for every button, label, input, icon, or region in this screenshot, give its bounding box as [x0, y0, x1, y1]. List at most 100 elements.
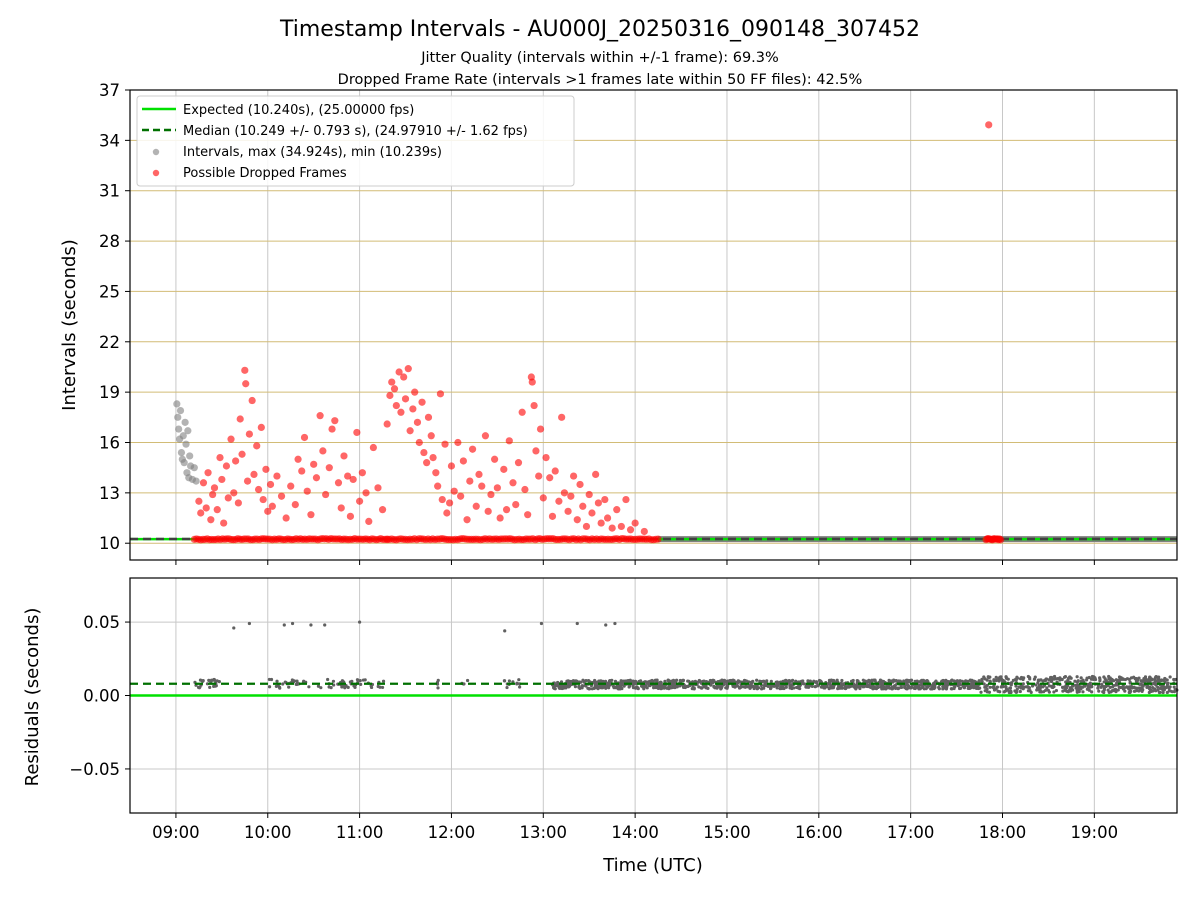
- residual-point: [1133, 677, 1137, 681]
- residual-point: [1117, 675, 1122, 679]
- residual-point: [1068, 686, 1072, 690]
- residual-point: [1135, 686, 1139, 690]
- interval-point: [175, 425, 183, 433]
- residual-point: [830, 679, 834, 683]
- residual-point: [937, 685, 941, 690]
- dropped-frame-point: [349, 475, 357, 484]
- residual-point: [766, 684, 770, 688]
- top-ytick-label-0: 10: [99, 534, 120, 553]
- dropped-frame-point: [454, 438, 462, 447]
- residual-point: [1076, 679, 1080, 683]
- dropped-frame-point: [331, 417, 339, 425]
- top-y-axis-label: Intervals (seconds): [59, 239, 80, 411]
- residual-point: [945, 680, 949, 684]
- residual-point: [1127, 690, 1131, 695]
- residual-point: [552, 684, 556, 689]
- residual-point: [380, 685, 385, 690]
- residual-point: [197, 686, 202, 690]
- residual-point: [1108, 676, 1112, 680]
- residual-point: [353, 685, 357, 689]
- interval-point: [173, 400, 181, 408]
- residual-point: [1074, 686, 1078, 690]
- residual-point: [1052, 690, 1056, 694]
- residual-point: [739, 685, 743, 689]
- top-x-ticks: [175, 560, 1095, 565]
- dropped-frame-point: [254, 485, 263, 494]
- residual-point: [358, 678, 362, 683]
- residual-point: [1156, 685, 1160, 689]
- residual-point: [843, 686, 848, 691]
- residual-point: [658, 680, 662, 685]
- residual-point: [716, 679, 720, 684]
- dropped-frame-point: [245, 430, 253, 438]
- top-grid: [130, 89, 1177, 560]
- dropped-frame-point: [509, 479, 517, 487]
- residual-point: [1081, 685, 1085, 689]
- residual-point: [207, 678, 211, 682]
- bottom-xtick-label-10: 19:00: [1071, 823, 1119, 842]
- residual-point: [1104, 679, 1108, 683]
- dropped-frame-point: [521, 485, 529, 494]
- top-plot-frame: [129, 89, 1178, 561]
- legend-intervals-swatch: [152, 148, 160, 156]
- residual-point: [592, 686, 596, 690]
- residual-point: [1026, 674, 1030, 679]
- dropped-frame-point: [356, 497, 364, 505]
- dropped-frame-point: [500, 465, 508, 473]
- legend-intervals-label: Intervals, max (34.924s), min (10.239s): [183, 145, 442, 160]
- residual-point: [1139, 679, 1143, 683]
- dropped-frame-point: [307, 511, 315, 519]
- residual-point: [994, 678, 998, 683]
- residual-point: [567, 679, 571, 683]
- residual-point: [381, 679, 386, 683]
- residual-point: [1102, 675, 1106, 679]
- residual-point: [316, 684, 321, 688]
- dropped-frame-point: [300, 433, 309, 442]
- residual-point: [952, 684, 957, 688]
- residual-point: [671, 683, 675, 687]
- residual-point: [986, 675, 990, 679]
- residual-point: [575, 621, 579, 626]
- residual-point: [1168, 675, 1172, 679]
- dropped-frame-point: [457, 492, 465, 500]
- residual-point: [555, 683, 559, 687]
- residual-point: [1077, 687, 1081, 691]
- residual-point: [769, 679, 773, 683]
- residual-point: [893, 686, 898, 691]
- interval-point: [177, 448, 186, 457]
- dropped-frame-point: [291, 501, 299, 509]
- residual-point: [610, 678, 614, 682]
- residual-point: [561, 686, 566, 690]
- dropped-frame-point: [463, 516, 471, 524]
- dropped-frame-point: [195, 497, 203, 505]
- interval-point: [192, 477, 200, 485]
- residual-point: [1075, 675, 1079, 679]
- residual-point: [1054, 688, 1059, 693]
- residual-point: [1030, 684, 1035, 688]
- residual-point: [573, 685, 578, 689]
- residual-point: [1087, 688, 1091, 692]
- residual-point: [1061, 689, 1065, 693]
- residual-point: [1090, 674, 1095, 679]
- dropped-frame-point: [468, 445, 477, 453]
- bottom-xtick-label-6: 15:00: [703, 823, 751, 842]
- dropped-frame-point: [536, 425, 545, 433]
- residual-point: [660, 685, 664, 690]
- residual-point: [823, 685, 827, 689]
- dropped-baseline-point: [997, 536, 1005, 544]
- residual-point: [924, 679, 928, 683]
- residual-point: [269, 677, 274, 682]
- residual-point: [904, 682, 908, 686]
- residual-point: [645, 686, 649, 690]
- residual-point: [559, 686, 563, 690]
- residual-point: [213, 684, 217, 688]
- dropped-frame-point: [505, 437, 513, 445]
- top-ytick-label-2: 16: [99, 434, 120, 453]
- residual-point: [1150, 685, 1155, 690]
- top-y-ticks: 10 13 16 19 22 25 28 31 34 37: [99, 81, 130, 553]
- residual-point: [613, 621, 617, 626]
- residual-point: [814, 680, 819, 684]
- dropped-frame-point: [365, 517, 373, 525]
- top-ytick-label-5: 25: [99, 282, 120, 301]
- residual-point: [1127, 687, 1131, 691]
